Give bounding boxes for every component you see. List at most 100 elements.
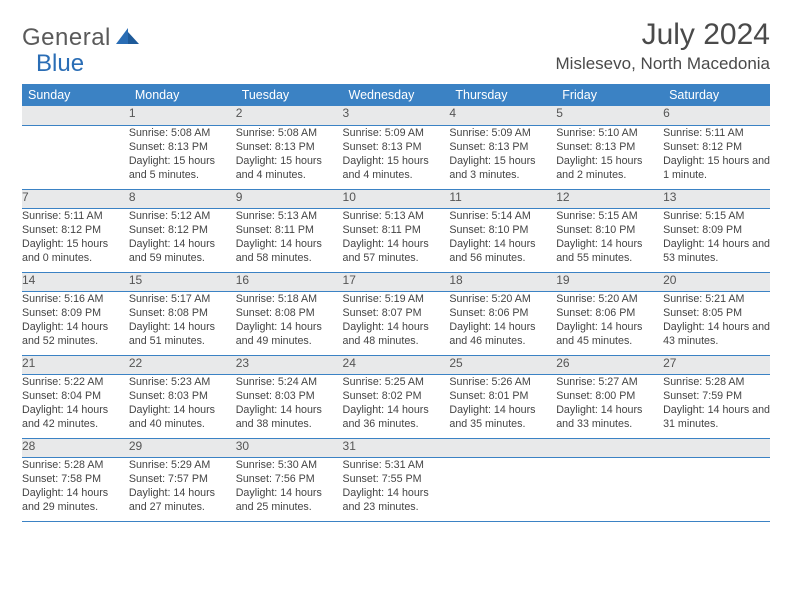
day-number — [449, 438, 556, 457]
day-cell-line: Daylight: 14 hours and 55 minutes. — [556, 237, 663, 265]
day-cell-line: Sunset: 8:04 PM — [22, 389, 129, 403]
day-cell-line: Sunset: 8:00 PM — [556, 389, 663, 403]
day-cell: Sunrise: 5:14 AMSunset: 8:10 PMDaylight:… — [449, 208, 556, 272]
day-cell — [556, 457, 663, 521]
day-cell-line: Sunset: 8:03 PM — [129, 389, 236, 403]
day-cell-line: Daylight: 14 hours and 25 minutes. — [236, 486, 343, 514]
day-number: 10 — [343, 189, 450, 208]
day-cell-line: Sunrise: 5:09 AM — [343, 126, 450, 140]
day-cell-line: Sunset: 8:13 PM — [556, 140, 663, 154]
day-content-row: Sunrise: 5:28 AMSunset: 7:58 PMDaylight:… — [22, 457, 770, 521]
day-cell-line: Sunrise: 5:11 AM — [22, 209, 129, 223]
day-cell: Sunrise: 5:22 AMSunset: 8:04 PMDaylight:… — [22, 374, 129, 438]
day-cell-line: Sunrise: 5:16 AM — [22, 292, 129, 306]
day-cell-line: Sunset: 8:01 PM — [449, 389, 556, 403]
day-number: 13 — [663, 189, 770, 208]
location-label: Mislesevo, North Macedonia — [556, 54, 770, 74]
day-number-row: 123456 — [22, 106, 770, 125]
day-cell: Sunrise: 5:25 AMSunset: 8:02 PMDaylight:… — [343, 374, 450, 438]
day-cell: Sunrise: 5:09 AMSunset: 8:13 PMDaylight:… — [449, 125, 556, 189]
day-cell: Sunrise: 5:30 AMSunset: 7:56 PMDaylight:… — [236, 457, 343, 521]
day-number-row: 28293031 — [22, 438, 770, 457]
brand-name-2: Blue — [36, 50, 84, 77]
header: General July 2024 Mislesevo, North Maced… — [22, 18, 770, 74]
day-cell-line: Sunrise: 5:13 AM — [236, 209, 343, 223]
day-cell-line: Sunrise: 5:10 AM — [556, 126, 663, 140]
day-number: 21 — [22, 355, 129, 374]
day-cell: Sunrise: 5:11 AMSunset: 8:12 PMDaylight:… — [663, 125, 770, 189]
day-cell-line: Sunrise: 5:18 AM — [236, 292, 343, 306]
day-cell-line: Daylight: 14 hours and 43 minutes. — [663, 320, 770, 348]
day-cell-line: Sunrise: 5:28 AM — [22, 458, 129, 472]
day-cell-line: Sunset: 7:55 PM — [343, 472, 450, 486]
day-number: 7 — [22, 189, 129, 208]
day-number: 11 — [449, 189, 556, 208]
day-cell-line: Sunrise: 5:17 AM — [129, 292, 236, 306]
weekday-header: Monday — [129, 84, 236, 106]
day-number: 3 — [343, 106, 450, 125]
day-cell-line: Sunrise: 5:20 AM — [449, 292, 556, 306]
day-content-row: Sunrise: 5:22 AMSunset: 8:04 PM Daylight:… — [22, 374, 770, 438]
day-cell-line: Sunset: 8:05 PM — [663, 306, 770, 320]
day-cell-line: Daylight: 14 hours and 23 minutes. — [343, 486, 450, 514]
day-cell-line: Sunset: 8:11 PM — [343, 223, 450, 237]
day-cell-line: Daylight: 14 hours and 52 minutes. — [22, 320, 129, 348]
day-cell-line: Daylight: 15 hours and 4 minutes. — [343, 154, 450, 182]
day-cell-line: Daylight: 14 hours and 33 minutes. — [556, 403, 663, 431]
day-cell-line: Daylight: 15 hours and 5 minutes. — [129, 154, 236, 182]
day-cell — [22, 125, 129, 189]
day-cell: Sunrise: 5:17 AMSunset: 8:08 PMDaylight:… — [129, 291, 236, 355]
day-cell-line: Sunrise: 5:11 AM — [663, 126, 770, 140]
day-cell-line: Sunset: 8:11 PM — [236, 223, 343, 237]
day-cell: Sunrise: 5:28 AMSunset: 7:59 PMDaylight:… — [663, 374, 770, 438]
day-number-row: 78910111213 — [22, 189, 770, 208]
day-number: 28 — [22, 438, 129, 457]
day-content-row: Sunrise: 5:11 AMSunset: 8:12 PMDaylight:… — [22, 208, 770, 272]
day-cell-line: Sunset: 7:59 PM — [663, 389, 770, 403]
day-cell-line: Sunrise: 5:20 AM — [556, 292, 663, 306]
day-cell-line: Daylight: 15 hours and 2 minutes. — [556, 154, 663, 182]
day-cell-line: Daylight: 14 hours and 48 minutes. — [343, 320, 450, 348]
day-cell-line: Sunrise: 5:30 AM — [236, 458, 343, 472]
day-cell-line: Daylight: 14 hours and 59 minutes. — [129, 237, 236, 265]
day-cell: Sunrise: 5:08 AMSunset: 8:13 PMDaylight:… — [236, 125, 343, 189]
weekday-row: Sunday Monday Tuesday Wednesday Thursday… — [22, 84, 770, 106]
day-number — [556, 438, 663, 457]
day-cell — [663, 457, 770, 521]
day-cell-line: Sunset: 8:06 PM — [449, 306, 556, 320]
day-cell-line: Daylight: 15 hours and 4 minutes. — [236, 154, 343, 182]
day-cell-line: Sunset: 8:12 PM — [129, 223, 236, 237]
day-cell-line: Daylight: 15 hours and 0 minutes. — [22, 237, 129, 265]
day-cell-line: Sunrise: 5:29 AM — [129, 458, 236, 472]
day-cell-line: Sunset: 7:58 PM — [22, 472, 129, 486]
day-number-row: 14151617181920 — [22, 272, 770, 291]
weekday-header: Wednesday — [343, 84, 450, 106]
day-cell-line: Sunset: 8:13 PM — [236, 140, 343, 154]
day-cell-line: Sunrise: 5:22 AM — [22, 375, 129, 389]
day-cell: Sunrise: 5:20 AMSunset: 8:06 PMDaylight:… — [449, 291, 556, 355]
day-cell-line: Sunrise: 5:24 AM — [236, 375, 343, 389]
day-cell-line: Sunset: 7:57 PM — [129, 472, 236, 486]
day-number: 18 — [449, 272, 556, 291]
day-number: 8 — [129, 189, 236, 208]
day-cell-line: Daylight: 15 hours and 3 minutes. — [449, 154, 556, 182]
weekday-header: Tuesday — [236, 84, 343, 106]
day-cell-line: Sunrise: 5:31 AM — [343, 458, 450, 472]
day-cell-line: Sunset: 8:02 PM — [343, 389, 450, 403]
day-number: 30 — [236, 438, 343, 457]
day-cell-line: Sunrise: 5:23 AM — [129, 375, 236, 389]
calendar-body: 123456Sunrise: 5:08 AMSunset: 8:13 PMDay… — [22, 106, 770, 521]
day-number: 19 — [556, 272, 663, 291]
brand-name-1: General — [22, 24, 111, 52]
weekday-header: Thursday — [449, 84, 556, 106]
day-cell: Sunrise: 5:28 AMSunset: 7:58 PMDaylight:… — [22, 457, 129, 521]
day-number: 16 — [236, 272, 343, 291]
day-cell-line: Daylight: 14 hours and 51 minutes. — [129, 320, 236, 348]
day-cell-line: Sunrise: 5:13 AM — [343, 209, 450, 223]
day-number: 20 — [663, 272, 770, 291]
day-cell-line: Daylight: 14 hours and 27 minutes. — [129, 486, 236, 514]
day-cell-line: Sunrise: 5:15 AM — [663, 209, 770, 223]
day-cell-line: Daylight: 14 hours and 35 minutes. — [449, 403, 556, 431]
weekday-header: Saturday — [663, 84, 770, 106]
day-cell: Sunrise: 5:13 AMSunset: 8:11 PMDaylight:… — [343, 208, 450, 272]
